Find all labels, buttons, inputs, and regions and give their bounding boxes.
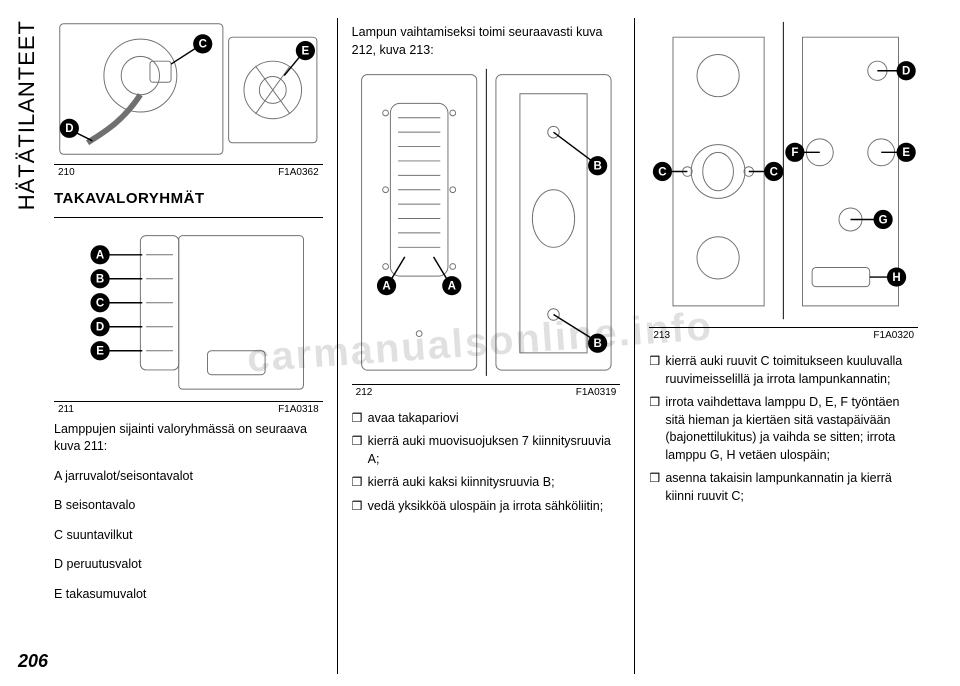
col2-list: avaa takapariovi kierrä auki muovisuojuk… [352, 404, 621, 522]
figure-210: C D E 210 F1A0362 [54, 18, 323, 178]
figure-211: A B C D E [54, 226, 323, 415]
badge-h: H [893, 272, 901, 284]
badge-g: G [879, 214, 888, 226]
badge-d: D [902, 66, 910, 78]
badge-c2: C [770, 166, 778, 178]
badge-a2: A [447, 281, 455, 293]
line-c: C suuntavilkut [54, 527, 323, 545]
col1-intro: Lamppujen sijainti valoryhmässä on seura… [54, 421, 323, 456]
figure-code: F1A0362 [278, 167, 319, 178]
badge-c: C [199, 39, 207, 51]
columns: C D E 210 F1A0362 TAKAVALORYHMÄT [40, 18, 932, 674]
line-b: B seisontavalo [54, 497, 323, 515]
badge-d: D [96, 322, 104, 334]
heading-takavaloryhmat: TAKAVALORYHMÄT [54, 190, 323, 207]
badge-e: E [96, 345, 104, 357]
figure-code: F1A0319 [576, 387, 617, 398]
badge-f: F [792, 147, 799, 159]
figure-212-caption: 212 F1A0319 [352, 384, 621, 398]
page: HÄTÄTILANTEET [0, 0, 960, 686]
figure-213-caption: 213 F1A0320 [649, 327, 918, 341]
list-item: asenna takaisin lampunkannatin ja kierrä… [649, 470, 918, 505]
column-3: C C D E F [634, 18, 932, 674]
figure-number: 210 [58, 167, 75, 178]
list-item: vedä yksikköä ulospäin ja irrota sähköli… [352, 498, 621, 516]
line-a: A jarruvalot/seisontavalot [54, 468, 323, 486]
col3-list: kierrä auki ruuvit C toimitukseen kuuluv… [649, 347, 918, 511]
badge-e: E [903, 147, 911, 159]
figure-213: C C D E F [649, 18, 918, 341]
line-e: E takasumuvalot [54, 586, 323, 604]
column-2: Lampun vaihtamiseksi toimi seuraavasti k… [337, 18, 635, 674]
badge-a1: A [382, 281, 390, 293]
col2-intro: Lampun vaihtamiseksi toimi seuraavasti k… [352, 24, 621, 59]
badge-d: D [65, 123, 73, 135]
list-item: irrota vaihdettava lamppu D, E, F työntä… [649, 394, 918, 464]
badge-e: E [302, 45, 310, 57]
figure-number: 212 [356, 387, 373, 398]
figure-number: 213 [653, 330, 670, 341]
list-item: kierrä auki kaksi kiinnitysruuvia B; [352, 474, 621, 492]
list-item: avaa takapariovi [352, 410, 621, 428]
badge-c: C [96, 298, 104, 310]
figure-212: A A B B 212 F1A0319 [352, 65, 621, 398]
badge-b2: B [593, 338, 601, 350]
badge-b: B [96, 274, 104, 286]
column-1: C D E 210 F1A0362 TAKAVALORYHMÄT [40, 18, 337, 674]
page-number: 206 [18, 651, 48, 672]
list-item: kierrä auki ruuvit C toimitukseen kuuluv… [649, 353, 918, 388]
line-d: D peruutusvalot [54, 556, 323, 574]
figure-211-caption: 211 F1A0318 [54, 401, 323, 415]
section-side-label: HÄTÄTILANTEET [8, 20, 40, 210]
figure-code: F1A0320 [873, 330, 914, 341]
badge-c1: C [659, 166, 667, 178]
figure-number: 211 [58, 404, 74, 415]
heading-rule [54, 217, 323, 218]
list-item: kierrä auki muovisuojuksen 7 kiinnitysru… [352, 433, 621, 468]
badge-b1: B [593, 161, 601, 173]
figure-210-caption: 210 F1A0362 [54, 164, 323, 178]
figure-code: F1A0318 [278, 404, 319, 415]
badge-a: A [96, 250, 104, 262]
